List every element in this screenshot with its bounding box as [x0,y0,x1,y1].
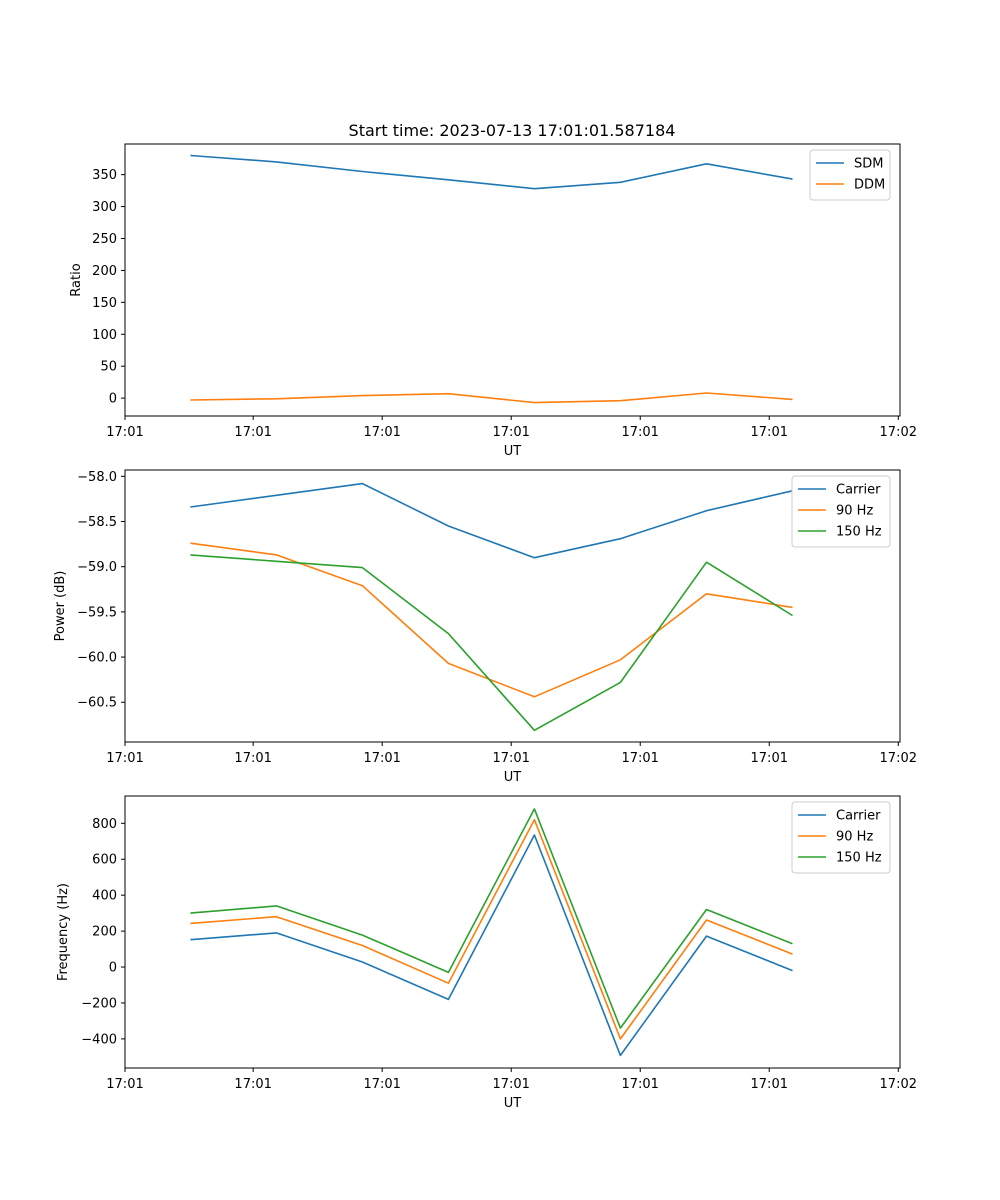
legend-label: 90 Hz [836,830,873,845]
y-tick-label: −59.0 [77,560,117,575]
x-tick-label: 17:01 [492,1077,529,1092]
series-line-ddm [190,392,793,404]
x-tick-label: 17:01 [751,1077,788,1092]
y-tick-label: −60.5 [77,696,117,711]
x-tick-label: 17:01 [751,751,788,766]
legend-label: DDM [854,178,885,193]
legend: Carrier 90 Hz 150 Hz [791,801,891,874]
series-line-90-hz [190,818,793,1040]
legend-box [791,475,891,548]
y-tick-label: 0 [109,392,117,407]
y-tick-label: −400 [81,1032,117,1047]
y-tick-label: 100 [92,328,117,343]
y-tick-label: 350 [92,168,117,183]
panel-3: 17:01 17:01 17:01 17:01 17:01 17:01 17:02 −400 −… [56,795,917,1111]
legend-box [791,801,891,874]
panel-2: 17:01 17:01 17:01 17:01 17:01 17:01 17:02 −60.5… [53,469,917,785]
x-axis-label: UT [504,1096,522,1111]
y-tick-label: 400 [92,889,117,904]
panel-1: 17:01 17:01 17:01 17:01 17:01 17:01 17:02 0 50 10… [69,143,917,459]
axes-frame [124,795,901,1069]
x-tick-label: 17:01 [234,425,271,440]
y-tick-label: 50 [100,360,117,375]
y-tick-label: 0 [109,961,117,976]
legend-label: 90 Hz [836,504,873,519]
chart-title: Start time: 2023-07-13 17:01:01.587184 [349,121,676,140]
y-tick-label: −58.5 [77,515,117,530]
y-tick-label: −60.0 [77,651,117,666]
y-tick-label: 600 [92,853,117,868]
legend-label: Carrier [836,809,881,824]
axes-frame [124,143,901,417]
x-tick-label: 17:01 [106,425,143,440]
y-tick-label: 800 [92,817,117,832]
chart-panels: 17:01 17:01 17:01 17:01 17:01 17:01 17:02 0 50 10… [53,143,917,1111]
x-tick-label: 17:01 [106,1077,143,1092]
y-axis-label: Ratio [69,263,84,296]
legend: SDM DDM [809,149,891,201]
x-tick-label: 17:01 [363,751,400,766]
series-line-90-hz [190,542,793,698]
x-tick-label: 17:01 [492,425,529,440]
legend-label: Carrier [836,483,881,498]
y-tick-label: 300 [92,200,117,215]
series-line-150-hz [190,808,793,1029]
x-tick-label: 17:01 [106,751,143,766]
x-axis-label: UT [504,444,522,459]
series-line-carrier [190,834,793,1057]
y-tick-label: 200 [92,264,117,279]
axes-frame [124,469,901,743]
series-line-carrier [190,482,793,559]
x-tick-label: 17:01 [621,751,658,766]
x-tick-label: 17:01 [621,425,658,440]
y-tick-label: 250 [92,232,117,247]
y-tick-label: −200 [81,996,117,1011]
x-tick-label: 17:01 [363,1077,400,1092]
x-tick-label: 17:01 [363,425,400,440]
legend: Carrier 90 Hz 150 Hz [791,475,891,548]
x-tick-label: 17:01 [234,751,271,766]
series-line-sdm [190,154,793,190]
y-tick-label: 150 [92,296,117,311]
series-line-150-hz [190,554,793,732]
y-tick-label: −58.0 [77,470,117,485]
legend-label: SDM [854,157,883,172]
x-tick-label: 17:01 [621,1077,658,1092]
x-tick-label: 17:01 [751,425,788,440]
x-tick-label: 17:01 [492,751,529,766]
y-tick-label: −59.5 [77,605,117,620]
legend-label: 150 Hz [836,525,882,540]
y-axis-label: Frequency (Hz) [56,883,71,981]
x-tick-label: 17:02 [880,425,917,440]
y-axis-label: Power (dB) [53,571,68,642]
x-tick-label: 17:01 [234,1077,271,1092]
x-tick-label: 17:02 [880,1077,917,1092]
x-axis-label: UT [504,770,522,785]
legend-label: 150 Hz [836,851,882,866]
y-tick-label: 200 [92,925,117,940]
x-tick-label: 17:02 [880,751,917,766]
